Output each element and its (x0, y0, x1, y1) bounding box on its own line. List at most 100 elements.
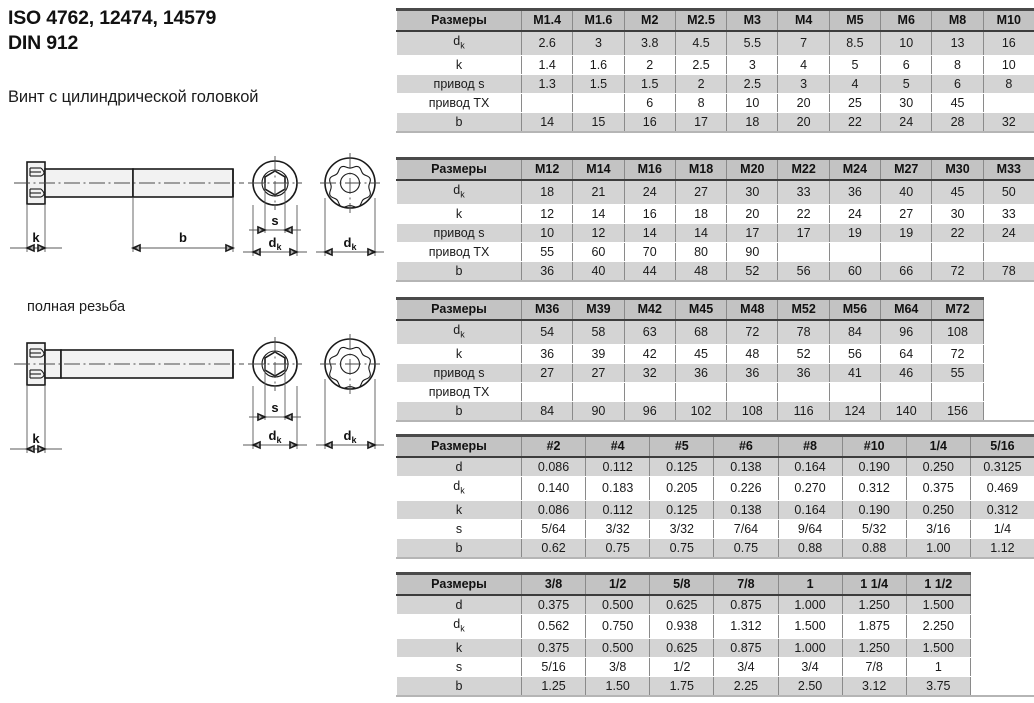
dim-label-dk: dk (344, 235, 358, 252)
table-cell: 0.625 (649, 637, 715, 658)
table-cell: 3/4 (777, 656, 843, 677)
table-cell: 20 (777, 111, 830, 133)
table-cell: 2.5 (726, 73, 779, 94)
column-header-m3: M3 (726, 8, 779, 32)
table-cell: 3/8 (585, 656, 651, 677)
table-cell: 5/64 (520, 518, 587, 539)
table-header-row: Размеры M12 M14 M16 M18 M20 M22 M24 M27 M30 M33 (396, 157, 1034, 181)
table-row: s 5/64 3/32 3/32 7/64 9/64 5/32 3/16 1/4 (396, 518, 1034, 539)
table-cell: 0.190 (841, 456, 907, 477)
table-cell: 78 (777, 319, 830, 345)
table-cell: 52 (726, 260, 779, 282)
table-cell: 7/8 (841, 656, 907, 677)
table-cell: 3.12 (841, 675, 907, 697)
table-cell: 28 (931, 111, 984, 133)
table-row: b 0.62 0.75 0.75 0.75 0.88 0.88 1.00 1.12 (396, 537, 1034, 559)
table-cell: 22 (777, 203, 830, 224)
table-row: d 0.086 0.112 0.125 0.138 0.164 0.190 0.250 0.31… (396, 456, 1034, 477)
table-cell: 68 (674, 319, 728, 345)
table-cell: 0.500 (585, 594, 651, 615)
table-cell: 124 (828, 400, 882, 422)
table-cell: 6 (880, 54, 933, 75)
table-cell: 45 (674, 343, 728, 364)
table-cell: 19 (828, 222, 882, 243)
row-label: привод s (396, 73, 522, 94)
column-header-m14: M14 (572, 157, 625, 181)
table-header-row: Размеры #2 #4 #5 #6 #8 #10 1/4 5/16 (396, 434, 1034, 458)
table-cell: 1.6 (572, 54, 625, 75)
table-cell: 0.164 (777, 456, 843, 477)
row-label: b (396, 400, 522, 422)
column-header-m30: M30 (931, 157, 984, 181)
table-cell: 116 (777, 400, 830, 422)
table-cell: 66 (880, 260, 933, 282)
table-cell: 14 (520, 111, 574, 133)
table-row: k 0.375 0.500 0.625 0.875 1.000 1.250 1.500 (396, 637, 1034, 658)
row-label: b (396, 537, 522, 559)
column-header-m42: M42 (623, 297, 676, 321)
row-label: b (396, 675, 522, 697)
column-header-m18: M18 (674, 157, 728, 181)
drawing-panel: ISO 4762, 12474, 14579 DIN 912 Винт с ци… (0, 0, 392, 703)
table-cell: 3 (726, 54, 779, 75)
table-cell: 58 (572, 319, 625, 345)
row-label: dk (396, 30, 522, 56)
dim-dk-torx: dk (316, 235, 384, 257)
table-cell: 8 (982, 73, 1034, 94)
table-cell: 41 (828, 362, 882, 383)
table-cell: 27 (880, 203, 933, 224)
table-cell: 0.88 (777, 537, 843, 559)
screw-drawing-full-thread: k s (0, 325, 392, 465)
dim-label-b: b (179, 230, 187, 245)
table-row: k 1.4 1.6 2 2.5 3 4 5 6 8 10 (396, 54, 1034, 75)
table-cell (828, 241, 882, 262)
table-cell (931, 381, 984, 402)
row-label: k (396, 637, 522, 658)
table-cell: 4 (777, 54, 830, 75)
table-row: dk 0.140 0.183 0.205 0.226 0.270 0.312 0.375 0.4… (396, 476, 1034, 501)
table-cell: 13 (931, 30, 984, 56)
row-label: b (396, 260, 522, 282)
table-cell: 3/32 (649, 518, 715, 539)
table-cell: 33 (982, 203, 1034, 224)
table-cell: 6 (623, 92, 676, 113)
table-row: k 36 39 42 45 48 52 56 64 72 (396, 343, 1034, 364)
table-cell: 80 (674, 241, 728, 262)
table-header-row: Размеры M36 M39 M42 M45 M48 M52 M56 M64 M72 (396, 297, 1034, 321)
table-cell: 0.125 (649, 456, 715, 477)
table-cell: 1.250 (841, 594, 907, 615)
table-cell: 5.5 (726, 30, 779, 56)
table-cell: 0.125 (649, 499, 715, 520)
table-cell: 18 (726, 111, 779, 133)
table-row: k 12 14 16 18 20 22 24 27 30 33 (396, 203, 1034, 224)
table-cell: 55 (520, 241, 574, 262)
dimension-table: Размеры 3/8 1/2 5/8 7/8 1 1 1/4 1 1/2 d 0.375 0.50… (396, 572, 1034, 697)
column-header-m25: M2.5 (674, 8, 728, 32)
table-cell: 36 (520, 260, 574, 282)
column-header-1: 1 (777, 572, 843, 596)
dim-dk-hex: dk (243, 428, 307, 450)
column-header-m16: M16 (623, 157, 676, 181)
table-cell: 0.875 (713, 594, 779, 615)
partial-thread-svg: k b (10, 153, 384, 257)
screw-drawing-partial-thread: k b (0, 138, 392, 268)
table-cell: 5/32 (841, 518, 907, 539)
table-cell (931, 241, 984, 262)
table-cell: 0.112 (585, 499, 651, 520)
table-cell: 1.000 (777, 594, 843, 615)
table-cell: 1.312 (713, 614, 779, 639)
table-cell: 0.750 (585, 614, 651, 639)
end-view-hex-socket: s dk (243, 337, 307, 450)
table-cell: 2.50 (777, 675, 843, 697)
table-cell: 140 (880, 400, 933, 422)
row-label: s (396, 518, 522, 539)
table-cell: 36 (828, 179, 882, 205)
head-socket-profile (29, 348, 45, 379)
table-cell (982, 241, 1034, 262)
table-cell: 30 (726, 179, 779, 205)
table-cell: 14 (674, 222, 728, 243)
table-cell (674, 381, 728, 402)
table-row: привод s 27 27 32 36 36 36 41 46 55 (396, 362, 1034, 383)
table-cell: 14 (623, 222, 676, 243)
table-cell: 1.12 (969, 537, 1034, 559)
